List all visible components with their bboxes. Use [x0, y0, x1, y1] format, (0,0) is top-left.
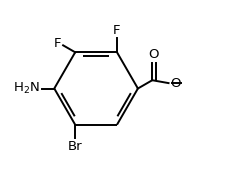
- Text: O: O: [149, 48, 159, 61]
- Text: Br: Br: [68, 140, 83, 153]
- Text: F: F: [54, 37, 61, 50]
- Text: F: F: [113, 24, 121, 37]
- Text: H$_2$N: H$_2$N: [13, 81, 40, 96]
- Text: O: O: [170, 77, 180, 90]
